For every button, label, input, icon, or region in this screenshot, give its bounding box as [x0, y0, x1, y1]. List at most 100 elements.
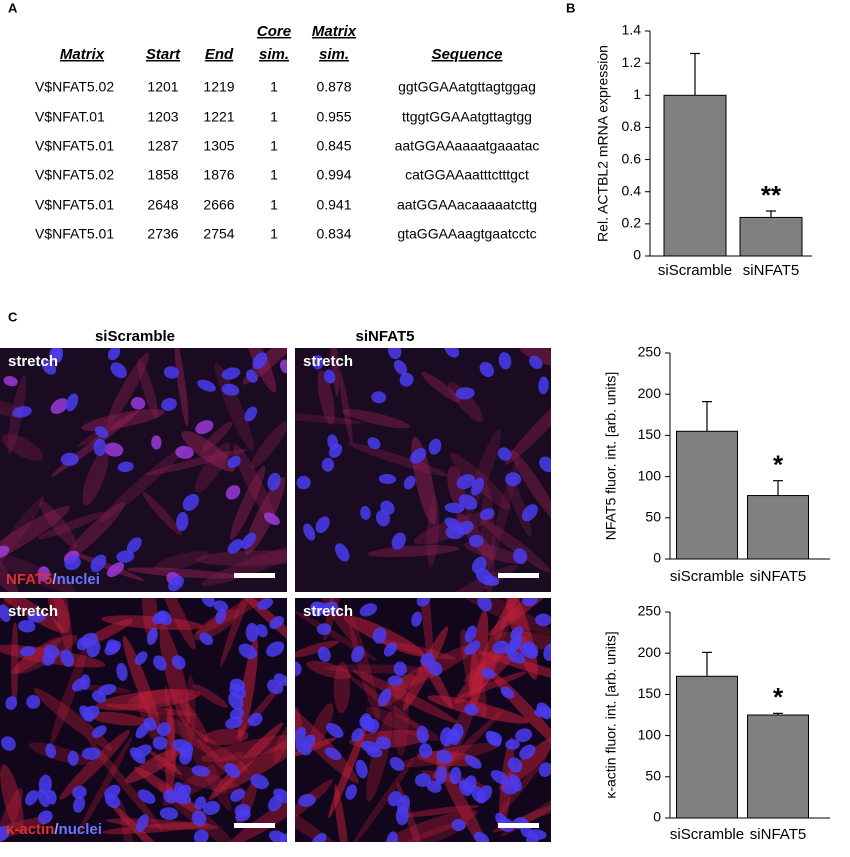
nucleus [37, 566, 50, 582]
nucleus [91, 725, 107, 738]
nucleus [505, 739, 520, 750]
table-cell: 1203 [147, 109, 178, 125]
nucleus [323, 369, 336, 384]
nucleus [410, 448, 427, 464]
nucleus [175, 445, 194, 459]
table-header: Matrix [60, 46, 105, 63]
cytoskeleton [393, 678, 409, 756]
cytoskeleton [220, 728, 287, 791]
panel-label: A [8, 0, 18, 15]
stain-label: / [54, 821, 59, 838]
cytoskeleton [154, 712, 249, 772]
nucleus [468, 534, 484, 548]
nucleus [393, 360, 408, 375]
cytoskeleton [348, 615, 380, 720]
nucleus [485, 730, 502, 747]
y-tick-label: 0 [653, 809, 661, 825]
image-background [0, 348, 287, 592]
bar [663, 94, 727, 257]
nucleus [387, 348, 402, 360]
nucleus [416, 725, 429, 744]
significance: ** [761, 180, 782, 210]
cytoskeleton [105, 818, 219, 830]
table-cell: 1201 [147, 79, 178, 95]
nucleus [105, 793, 121, 809]
table-cell: 1 [270, 109, 278, 125]
cytoskeleton [0, 551, 76, 592]
cytoskeleton [328, 717, 370, 819]
nucleus [403, 475, 416, 490]
nucleus [365, 718, 380, 733]
nucleus [199, 632, 214, 646]
nucleus [371, 391, 387, 404]
cytoskeleton [48, 598, 70, 633]
cytoskeleton [482, 520, 551, 573]
nucleus [464, 640, 481, 655]
cytoskeleton [504, 381, 551, 465]
column-title: siNFAT5 [356, 328, 415, 345]
nucleus [296, 475, 311, 490]
cytoskeleton [351, 757, 415, 842]
nucleus [107, 348, 121, 361]
nucleus [426, 780, 442, 793]
nucleus [267, 679, 284, 695]
cytoskeleton [510, 449, 551, 524]
nucleus [195, 420, 214, 435]
cytoskeleton [457, 671, 527, 699]
nucleus [268, 794, 283, 812]
table-cell: ggtGGAAatgttagtggag [398, 79, 536, 95]
nucleus [500, 686, 515, 699]
nucleus [194, 796, 206, 810]
nucleus [179, 748, 193, 765]
nucleus [539, 456, 551, 473]
cytoskeleton [233, 444, 276, 525]
cytoskeleton [465, 428, 502, 519]
nucleus [241, 532, 257, 549]
cytoskeleton [433, 564, 518, 592]
nucleus [94, 426, 109, 439]
nucleus [375, 736, 391, 750]
nucleus [378, 688, 392, 707]
nucleus [116, 550, 135, 563]
nucleus [229, 683, 247, 700]
nucleus [464, 755, 482, 769]
nucleus [159, 807, 179, 820]
table-header: Matrix [312, 23, 357, 40]
nucleus [455, 387, 475, 400]
nucleus [126, 537, 142, 554]
panel-label: B [566, 0, 575, 15]
nucleus [360, 505, 371, 520]
cytoskeleton [89, 711, 148, 726]
table-cell: 1 [270, 138, 278, 154]
nucleus [509, 773, 522, 792]
table-header: sim. [319, 46, 349, 63]
nucleus [505, 472, 522, 487]
nucleus [229, 707, 245, 720]
nucleus [117, 461, 134, 473]
nucleus [225, 485, 241, 500]
cytoskeleton [478, 651, 551, 685]
cytoskeleton [242, 348, 287, 385]
nucleus [449, 766, 462, 785]
cytoskeleton [128, 688, 180, 707]
table-header: Start [146, 46, 181, 63]
y-tick-label: 1 [633, 86, 641, 102]
table-header: sim. [259, 46, 289, 63]
cytoskeleton [122, 635, 162, 734]
nucleus [41, 359, 57, 375]
nucleus [418, 743, 433, 759]
nucleus [234, 803, 251, 817]
nucleus [110, 362, 127, 379]
nucleus [19, 646, 36, 657]
nucleus [310, 601, 324, 617]
table-cell: 1219 [203, 79, 234, 95]
nucleus [295, 661, 302, 677]
cytoskeleton [39, 500, 77, 549]
y-tick-label: 200 [638, 385, 662, 401]
nucleus [267, 472, 281, 491]
nucleus [136, 814, 149, 832]
nucleus [498, 352, 512, 370]
nucleus [244, 406, 258, 422]
y-tick-label: 50 [645, 768, 661, 784]
cytoskeleton [1, 433, 44, 461]
